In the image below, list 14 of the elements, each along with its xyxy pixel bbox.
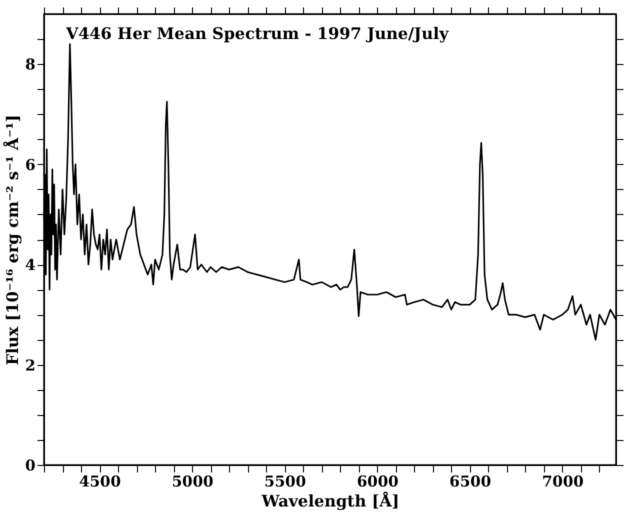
y-tick-label: 6 xyxy=(25,156,36,174)
x-tick-label: 6000 xyxy=(356,472,399,490)
y-axis-title: Flux [10⁻¹⁶ erg cm⁻² s⁻¹ Å⁻¹] xyxy=(3,114,22,366)
x-tick-label: 6500 xyxy=(449,472,492,490)
x-tick-label: 7000 xyxy=(542,472,584,490)
x-axis-title: Wavelength [Å] xyxy=(260,492,400,510)
y-tick-label: 4 xyxy=(25,256,36,274)
y-tick-label: 0 xyxy=(25,456,36,474)
text: V446 Her Mean Spectrum - 1997 June/July xyxy=(65,24,450,43)
x-tick-label: 5500 xyxy=(264,472,306,490)
y-tick-label: 2 xyxy=(25,356,36,374)
y-tick-label: 8 xyxy=(25,56,36,74)
x-tick-label: 4500 xyxy=(79,472,121,490)
x-tick-label: 5000 xyxy=(172,472,214,490)
